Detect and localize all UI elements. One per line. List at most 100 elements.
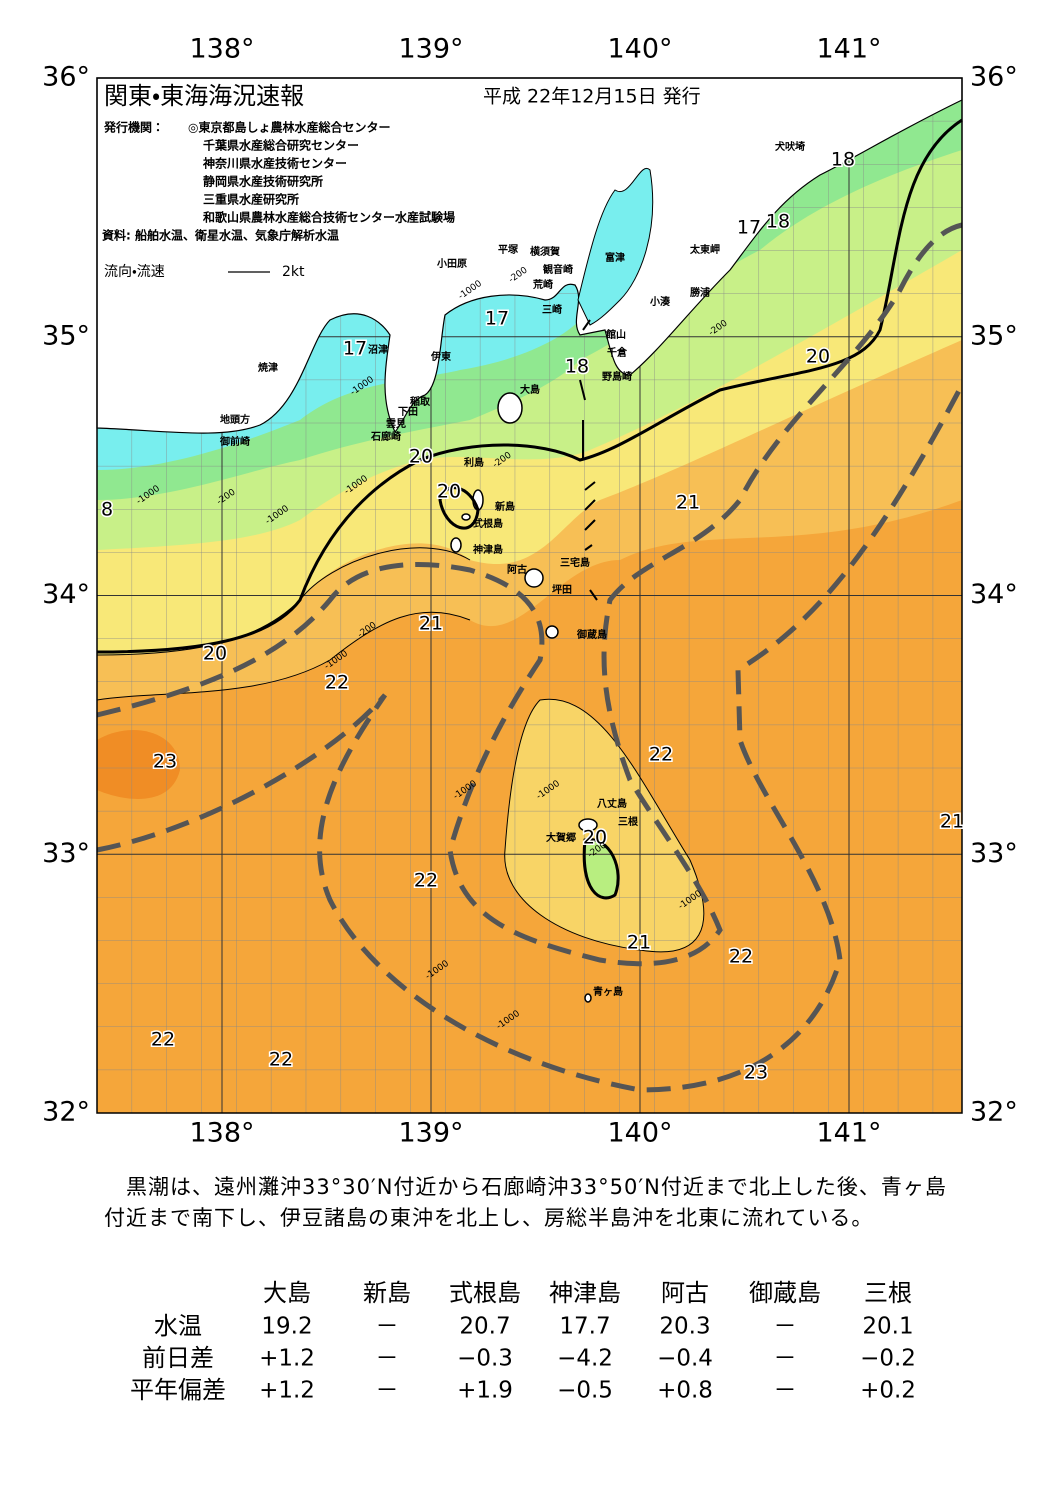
place-label: 下田 [398, 406, 418, 418]
row-label: 平年偏差 [130, 1376, 226, 1404]
source: 資料: 船舶水温、衛星水温、気象庁解析水温 [102, 228, 339, 243]
table-cell: － [774, 1314, 797, 1340]
table-cell: 17.7 [559, 1314, 610, 1340]
isotherm-label: 22 [729, 946, 753, 968]
place-label: 神津島 [472, 543, 503, 556]
isotherm-label: 22 [151, 1029, 175, 1051]
place-label: 沼津 [368, 343, 388, 356]
isotherm-label: 23 [744, 1062, 768, 1084]
place-label: 式根島 [473, 517, 503, 530]
place-label: 観音崎 [543, 263, 573, 276]
table-header: 式根島 [449, 1280, 521, 1307]
issue-date: 平成 22年12月15日 発行 [483, 86, 701, 108]
map-frame [96, 77, 963, 1114]
place-label: 富津 [605, 251, 625, 264]
table-cell: － [774, 1346, 797, 1372]
lat-label: 35° [42, 320, 90, 351]
table-header: 三根 [864, 1280, 912, 1307]
table-cell: 20.1 [862, 1314, 913, 1340]
lat-label: 32° [970, 1097, 1018, 1128]
isotherm-label: 22 [325, 672, 349, 694]
place-label: 千倉 [607, 346, 628, 359]
isotherm-label: 21 [940, 811, 964, 833]
lat-label: 34° [42, 579, 90, 610]
table-cell: −0.2 [860, 1346, 916, 1372]
place-label: 青ヶ島 [593, 985, 623, 998]
tokyo-bay [577, 167, 654, 326]
isotherm-label: 21 [627, 932, 651, 954]
table-cell: +1.2 [259, 1378, 315, 1404]
table-header: 大島 [263, 1280, 311, 1307]
lat-label: 35° [970, 320, 1018, 351]
place-label: 焼津 [258, 361, 278, 374]
place-label: 大賀郷 [546, 831, 576, 844]
lon-label: 141° [816, 34, 881, 65]
table-cell: +0.8 [657, 1378, 713, 1404]
place-label: 荒崎 [532, 278, 553, 291]
place-label: 稲取 [410, 395, 431, 408]
place-label: 太東岬 [689, 243, 720, 256]
publisher: 和歌山県農林水産総合技術センター水産試験場 [202, 210, 455, 225]
place-label: 三根 [618, 815, 639, 828]
isotherm-label: 22 [414, 870, 438, 892]
lat-label: 36° [970, 62, 1018, 93]
table-cell: +0.2 [860, 1378, 916, 1404]
table-cell: － [774, 1378, 797, 1404]
isotherm-label: 22 [649, 744, 673, 766]
publisher: 静岡県水産技術研究所 [203, 174, 323, 189]
islands [450, 392, 598, 1003]
publisher: 千葉県水産総合研究センター [203, 138, 359, 153]
legend-label: 流向・流速 [104, 264, 165, 280]
isotherm-label: 20 [409, 446, 433, 468]
map: 関東・東海海況速報 平成 22年12月15日 発行 発行機関： ◎東京都島しょ農… [42, 34, 1018, 1149]
isotherm-label: 17 [737, 217, 761, 239]
lon-label: 140° [607, 1118, 672, 1149]
isotherm-label: 21 [419, 613, 443, 635]
lon-label: 138° [189, 1118, 254, 1149]
table-cell: － [376, 1346, 399, 1372]
table-header: 新島 [363, 1280, 411, 1307]
isotherm-label: 20 [203, 643, 227, 665]
isotherm-label: 8 [101, 499, 113, 521]
lon-label: 139° [398, 34, 463, 65]
place-label: 御蔵島 [576, 628, 607, 641]
isotherm-label: 20 [806, 346, 830, 368]
table-cell: +1.2 [259, 1346, 315, 1372]
isotherm-label: 22 [269, 1049, 293, 1071]
place-label: 雲見 [386, 418, 406, 430]
isotherm-label: 17 [343, 338, 367, 360]
row-label: 前日差 [142, 1344, 214, 1372]
place-label: 石廊崎 [370, 430, 401, 443]
place-label: 八丈島 [597, 797, 627, 810]
isotherm-label: 18 [565, 356, 589, 378]
lat-label: 33° [42, 838, 90, 869]
publishers: ◎東京都島しょ農林水産総合センター千葉県水産総合研究センター神奈川県水産技術セン… [188, 120, 455, 225]
table-cell: 20.7 [459, 1314, 510, 1340]
lon-label: 140° [607, 34, 672, 65]
place-label: 坪田 [552, 583, 572, 596]
hachijo-zone [504, 699, 704, 952]
isotherm-label: 18 [766, 211, 790, 233]
lon-label: 139° [398, 1118, 463, 1149]
place-label: 勝浦 [690, 286, 710, 299]
place-label: 小湊 [649, 295, 671, 308]
lat-label: 33° [970, 838, 1018, 869]
isotherm-label: 21 [676, 492, 700, 514]
table-cell: −0.3 [457, 1346, 513, 1372]
table-cell: 20.3 [659, 1314, 710, 1340]
lat-label: 36° [42, 62, 90, 93]
isotherm-label: 20 [437, 481, 461, 503]
publisher: 三重県水産研究所 [203, 192, 299, 207]
place-label: 大島 [520, 383, 540, 396]
place-label: 地頭方 [220, 413, 250, 426]
place-label: 阿古 [507, 563, 527, 576]
legend-speed: 2kt [282, 264, 305, 280]
lon-label: 141° [816, 1118, 881, 1149]
place-label: 新島 [494, 500, 515, 513]
place-label: 横須賀 [530, 245, 560, 258]
publisher: 神奈川県水産技術センター [202, 156, 347, 171]
place-label: 三崎 [542, 303, 562, 316]
publisher: ◎東京都島しょ農林水産総合センター [188, 120, 390, 135]
